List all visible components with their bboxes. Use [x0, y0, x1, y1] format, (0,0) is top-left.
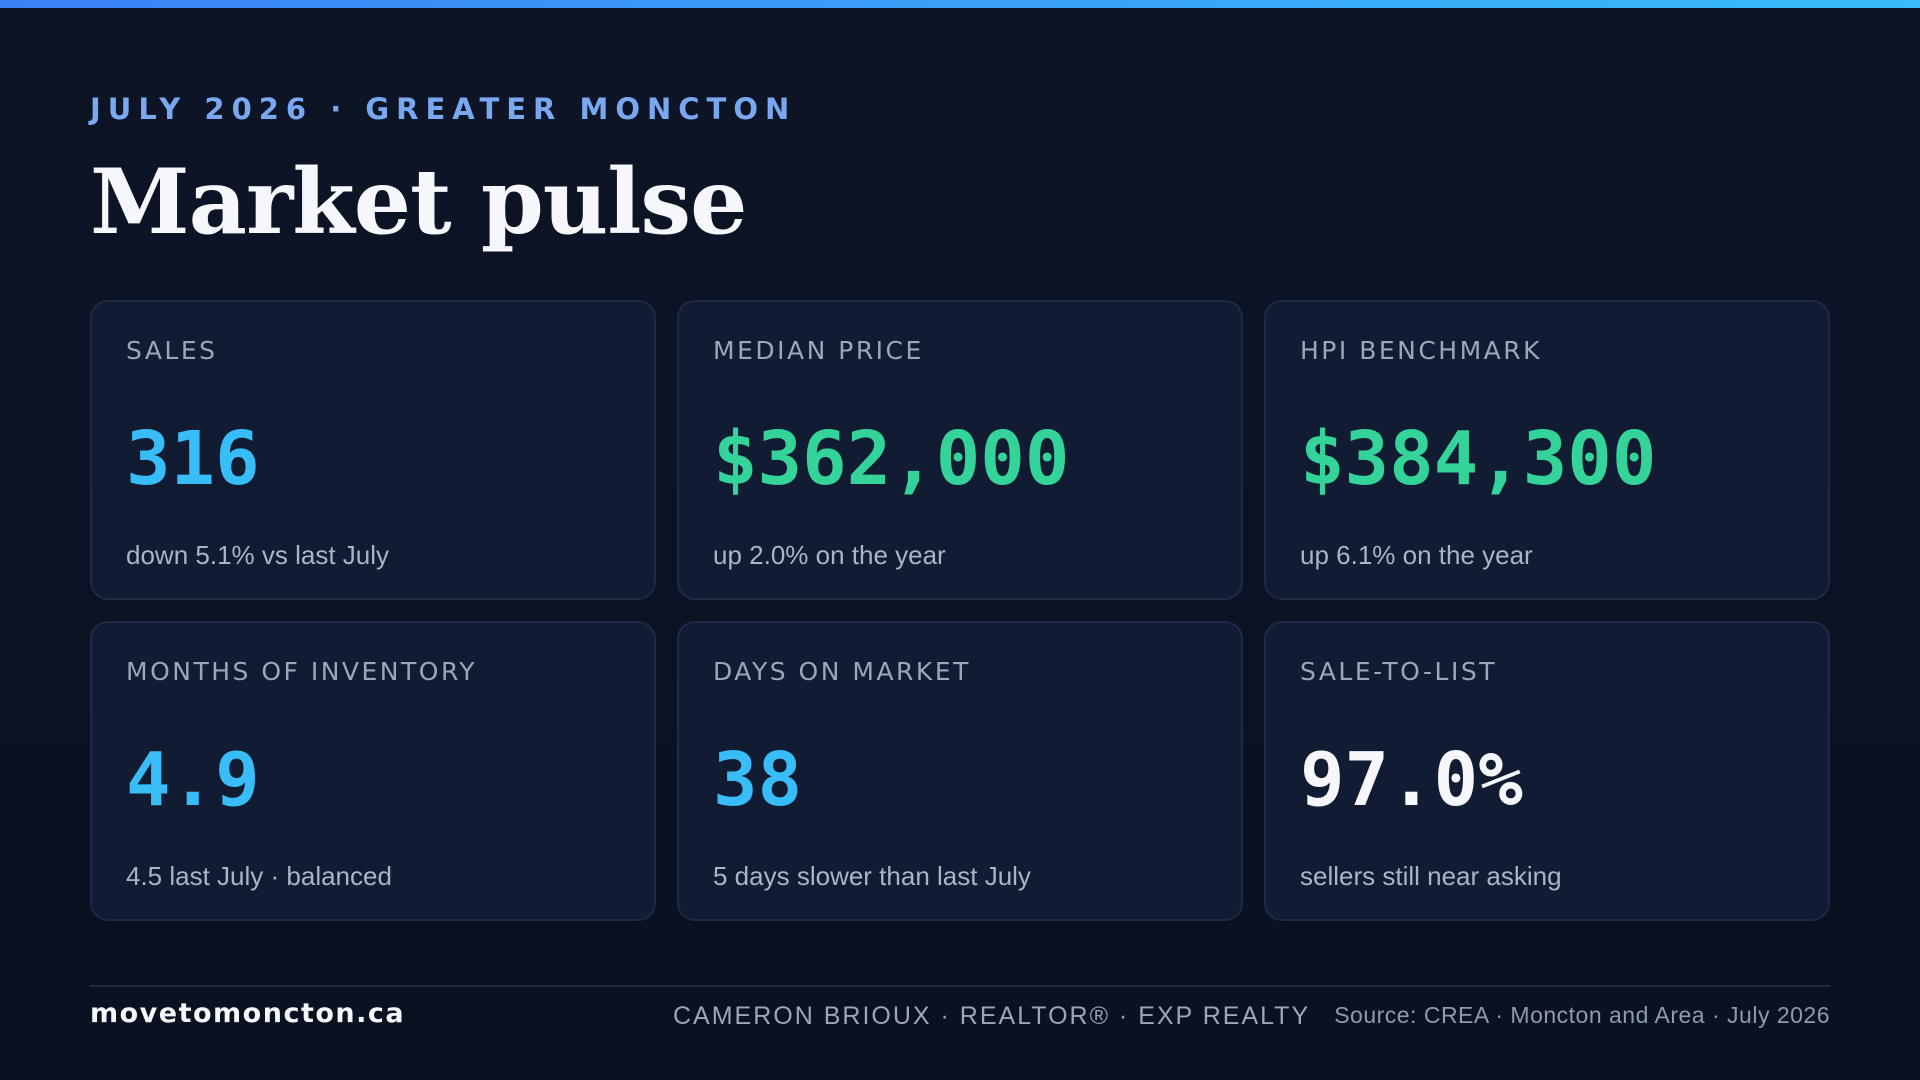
stat-label: SALE-TO-LIST — [1300, 657, 1497, 686]
stat-card-days-on-market: DAYS ON MARKET 38 5 days slower than las… — [677, 621, 1243, 921]
stat-value: $362,000 — [713, 416, 1070, 502]
footer-website-link[interactable]: movetomoncton.ca — [90, 998, 406, 1029]
top-accent-bar — [0, 0, 1920, 8]
stat-note: up 6.1% on the year — [1300, 540, 1533, 570]
stat-note: up 2.0% on the year — [713, 540, 946, 570]
stat-value: $384,300 — [1300, 416, 1657, 502]
stat-card-hpi-benchmark: HPI BENCHMARK $384,300 up 6.1% on the ye… — [1264, 300, 1830, 600]
stat-label: MONTHS OF INVENTORY — [126, 657, 478, 686]
footer-agent-credit: CAMERON BRIOUX · REALTOR® · EXP REALTY — [673, 1002, 1311, 1030]
stat-value: 316 — [126, 416, 260, 502]
stat-value: 97.0% — [1300, 737, 1523, 823]
stat-label: SALES — [126, 336, 218, 365]
stat-label: DAYS ON MARKET — [713, 657, 971, 686]
stat-card-sales: SALES 316 down 5.1% vs last July — [90, 300, 656, 600]
stat-label: HPI BENCHMARK — [1300, 336, 1543, 365]
stat-card-median-price: MEDIAN PRICE $362,000 up 2.0% on the yea… — [677, 300, 1243, 600]
stat-note: down 5.1% vs last July — [126, 540, 390, 570]
footer-source-note: Source: CREA · Moncton and Area · July 2… — [1334, 1002, 1830, 1028]
stat-card-months-of-inventory: MONTHS OF INVENTORY 4.9 4.5 last July · … — [90, 621, 656, 921]
stat-note: sellers still near asking — [1300, 861, 1562, 891]
stat-card-sale-to-list: SALE-TO-LIST 97.0% sellers still near as… — [1264, 621, 1830, 921]
footer-divider — [90, 985, 1830, 987]
stat-value: 4.9 — [126, 737, 260, 823]
stat-label: MEDIAN PRICE — [713, 336, 924, 365]
page-title: Market pulse — [90, 149, 747, 255]
stat-value: 38 — [713, 737, 803, 823]
stat-note: 5 days slower than last July — [713, 861, 1031, 891]
stat-note: 4.5 last July · balanced — [126, 861, 392, 891]
eyebrow-heading: JULY 2026 · GREATER MONCTON — [90, 92, 797, 126]
stats-grid: SALES 316 down 5.1% vs last July MEDIAN … — [90, 300, 1830, 921]
